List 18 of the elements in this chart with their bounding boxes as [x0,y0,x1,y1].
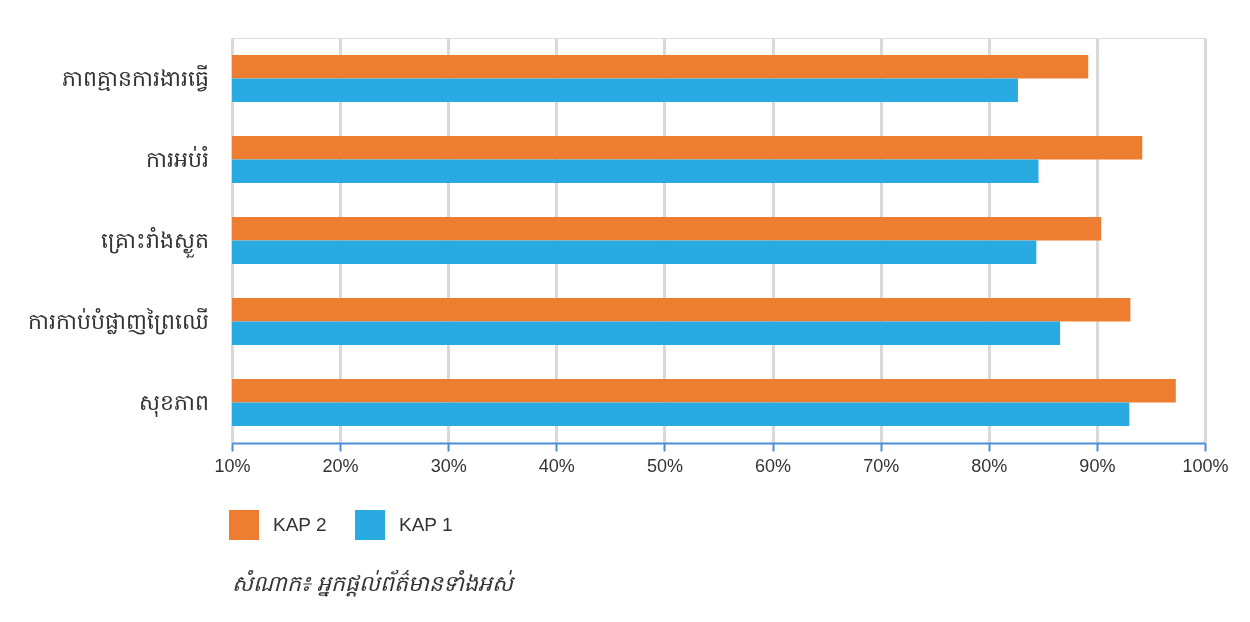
x-tick-label: 80% [971,455,1008,476]
y-tick-label: ការអប់រំ [145,145,209,172]
legend-label: KAP 1 [399,514,453,535]
x-tick-label: 100% [1182,455,1229,476]
x-tick-label: 10% [214,455,251,476]
y-tick-label: ភាពគ្មានការងារធ្វើ [61,64,209,92]
x-tick-label: 20% [322,455,359,476]
legend-label: KAP 2 [273,514,327,535]
y-tick-label: សុខភាព [138,389,209,417]
x-tick-label: 70% [863,455,900,476]
x-tick-label: 90% [1079,455,1116,476]
x-tick-label: 40% [538,455,575,476]
x-tick-label: 60% [755,455,792,476]
x-tick-label: 50% [646,455,683,476]
text: សំណាក៖ អ្នកផ្តល់ព័ត៌មានទាំងអស់ [232,569,517,597]
y-tick-label: ការកាប់បំផ្លាញព្រៃឈើ [27,307,209,335]
y-tick-label: គ្រោះរាំងស្ងួត [100,226,209,258]
x-tick-label: 30% [430,455,467,476]
